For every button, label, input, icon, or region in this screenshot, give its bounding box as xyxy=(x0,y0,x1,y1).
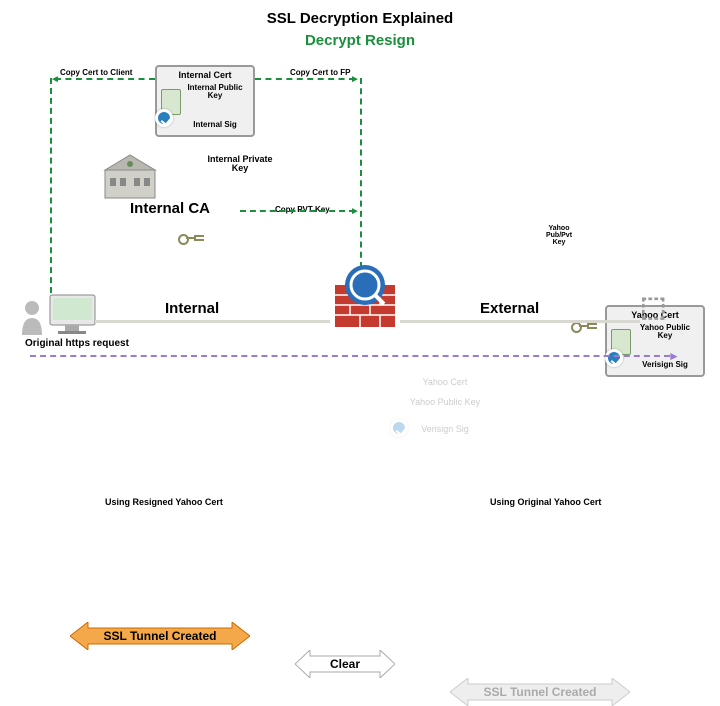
badge-icon xyxy=(155,109,173,127)
ssl-tunnel-2-banner: SSL Tunnel Created xyxy=(450,678,630,706)
internal-ca-icon xyxy=(100,150,160,200)
using-resigned-label: Using Resigned Yahoo Cert xyxy=(105,497,223,507)
firewall-icon xyxy=(330,260,400,333)
key-icon xyxy=(178,232,196,242)
ghost-cert: Yahoo Cert Yahoo Public Key Verisign Sig xyxy=(390,375,500,436)
link-external xyxy=(400,320,640,323)
ghost-ycert: Yahoo Cert xyxy=(390,375,500,389)
ghost-ypub: Yahoo Public Key xyxy=(390,395,500,409)
label-copy-cert-fp: Copy Cert to FP xyxy=(290,68,350,77)
arrowhead-pvtkey-icon: ► xyxy=(350,206,360,217)
arrow-cert-to-fp xyxy=(255,78,355,80)
ssl-tunnel-2-text: SSL Tunnel Created xyxy=(484,685,597,699)
orig-https-line xyxy=(30,355,670,357)
arrowhead-https-icon: ► xyxy=(668,349,680,363)
internal-sig-label: Internal Sig xyxy=(163,120,247,129)
page-title: SSL Decryption Explained xyxy=(0,10,720,27)
arrow-cert-to-client xyxy=(55,78,155,80)
label-copy-cert-client: Copy Cert to Client xyxy=(60,68,132,77)
orig-https-label: Original https request xyxy=(25,338,129,349)
external-label: External xyxy=(480,300,539,317)
line-fp-down xyxy=(360,78,362,268)
badge-icon xyxy=(605,349,623,367)
link-internal xyxy=(95,320,330,323)
server-icon: ⬚ xyxy=(640,290,666,323)
internal-cert-label: Internal Cert xyxy=(163,70,247,80)
ssl-tunnel-1-text: SSL Tunnel Created xyxy=(104,629,217,643)
verisign-sig-label: Verisign Sig xyxy=(613,360,697,369)
internal-ca-label: Internal CA xyxy=(130,200,210,217)
clear-text: Clear xyxy=(330,657,360,671)
arrowhead-right-icon: ► xyxy=(350,74,360,85)
yahoo-pubpvt-label: Yahoo Pub/Pvt Key xyxy=(540,225,578,246)
ghost-badge-icon xyxy=(390,419,408,437)
clear-banner: Clear xyxy=(295,650,395,678)
internal-cert-box: Internal Cert Internal Public Key Intern… xyxy=(155,65,255,137)
internal-label: Internal xyxy=(165,300,219,317)
arrow-pvtkey xyxy=(240,210,355,212)
internal-privkey-label: Internal Private Key xyxy=(200,155,280,173)
subtitle: Decrypt Resign xyxy=(0,32,720,49)
using-original-label: Using Original Yahoo Cert xyxy=(490,497,601,507)
ssl-tunnel-1-banner: SSL Tunnel Created xyxy=(70,622,250,650)
line-client-down xyxy=(50,78,52,303)
